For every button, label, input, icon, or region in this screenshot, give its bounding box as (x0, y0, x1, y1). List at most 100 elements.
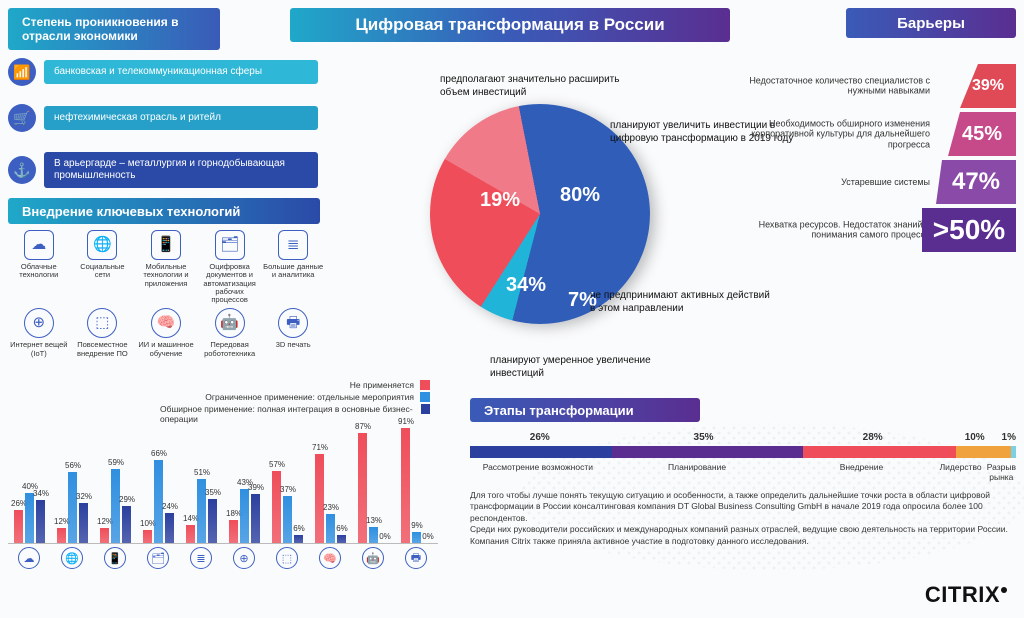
penetration-row: 🛒 нефтехимическая отрасль и ритейл (8, 104, 318, 132)
pie-callout: не предпринимают активных действий в это… (590, 290, 770, 315)
legend-label: Не применяется (350, 380, 414, 390)
stage-segment (803, 446, 956, 458)
tech-item: 🗂Оцифровка документов и автоматизация ра… (199, 230, 261, 304)
stage-value: 28% (798, 432, 948, 443)
stage-label: Внедрение (788, 462, 934, 482)
penetration-label: В арьергарде – металлургия и горнодобыва… (44, 152, 318, 188)
tech-item: ⊕Интернет вещей (IoT) (8, 308, 70, 358)
bar-value: 51% (194, 468, 210, 477)
barrier-label: Недостаточное количество специалистов с … (746, 76, 930, 97)
bar (229, 520, 238, 543)
stage-segment (612, 446, 803, 458)
penetration-row: 📶 банковская и телекоммуникационная сфер… (8, 58, 318, 86)
bar (358, 433, 367, 543)
stage-value: 1% (1002, 432, 1016, 443)
bar (401, 428, 410, 543)
tech-icon: 🧠 (151, 308, 181, 338)
tech-item: 🌐Социальные сети (72, 230, 134, 304)
bar (272, 471, 281, 543)
stage-label: Планирование (606, 462, 789, 482)
penetration-label: нефтехимическая отрасль и ритейл (44, 106, 318, 130)
tech-header: Внедрение ключевых технологий (8, 198, 320, 224)
bar-value: 57% (269, 460, 285, 469)
barrier-value: 45% (948, 112, 1016, 156)
footnote: Для того чтобы лучше понять текущую ситу… (470, 490, 1014, 547)
tech-label: Мобильные технологии и приложения (135, 263, 197, 288)
tech-icon: 🌐 (87, 230, 117, 260)
tech-icon: ⬚ (87, 308, 117, 338)
pie-slice-label: 34% (506, 274, 546, 297)
barrier-row: Недостаточное количество специалистов с … (746, 64, 1016, 108)
bar (68, 472, 77, 543)
barrier-label: Необходимость обширного изменения корпор… (746, 118, 930, 149)
tech-icon: 🤖 (215, 308, 245, 338)
tech-icon-grid: ☁Облачные технологии🌐Социальные сети📱Моб… (8, 230, 324, 358)
pie-slice-label: 80% (560, 184, 600, 207)
tech-icon: ⊕ (24, 308, 54, 338)
bar-value: 87% (355, 422, 371, 431)
barriers-header: Барьеры (846, 8, 1016, 38)
bar-value: 56% (65, 461, 81, 470)
tech-icon: 🖶 (278, 308, 308, 338)
stage-segment (470, 446, 612, 458)
pie-callout: планируют умеренное увеличение инвестици… (490, 355, 690, 380)
tech-label: Повсеместное внедрение ПО (72, 341, 134, 358)
tech-item: ≣ Большие данные и аналитика (262, 230, 324, 304)
legend-swatch (420, 392, 430, 402)
bar-value: 34% (33, 489, 49, 498)
bar-x-icon: ⬚ (276, 547, 298, 569)
bar-x-icon: ☁ (18, 547, 40, 569)
bar-value: 23% (323, 503, 339, 512)
tech-item: 📱Мобильные технологии и приложения (135, 230, 197, 304)
bar (36, 500, 45, 543)
barriers-list: Недостаточное количество специалистов с … (746, 64, 1016, 256)
bar (186, 525, 195, 543)
bar-x-icon: ≣ (190, 547, 212, 569)
tech-label: Передовая робототехника (199, 341, 261, 358)
bar-x-icon: 🌐 (61, 547, 83, 569)
pie-slice-label: 19% (480, 189, 520, 212)
bar-value: 6% (336, 524, 348, 533)
bar (294, 535, 303, 543)
bar (326, 514, 335, 543)
bar (79, 503, 88, 543)
main-title: Цифровая трансформация в России (290, 8, 730, 42)
bar-value: 6% (293, 524, 305, 533)
bar-value: 13% (366, 516, 382, 525)
tech-icon: ☁ (24, 230, 54, 260)
bar-x-icon: 🗂 (147, 547, 169, 569)
barrier-value: 47% (936, 160, 1016, 204)
tech-label: 3D печать (262, 341, 324, 349)
tech-icon: 🗂 (215, 230, 245, 260)
bar (337, 535, 346, 543)
bar (25, 493, 34, 543)
penetration-row: ⚓ В арьергарде – металлургия и горнодобы… (8, 152, 318, 188)
citrix-logo: CITRIX (925, 582, 1008, 608)
bar (122, 506, 131, 543)
bar-x-icon: 🧠 (319, 547, 341, 569)
tech-icon: ≣ (278, 230, 308, 260)
bar (240, 489, 249, 543)
bar (100, 528, 109, 543)
penetration-icon: ⚓ (8, 156, 36, 184)
bar-value: 9% (411, 521, 423, 530)
stage-label: Лидерство (935, 462, 987, 482)
barrier-row: Необходимость обширного изменения корпор… (746, 112, 1016, 156)
bar (369, 527, 378, 543)
tech-item: 🧠ИИ и машинное обучение (135, 308, 197, 358)
stages-bar: 26%35%28%10%1% Рассмотрение возможностиП… (470, 432, 1016, 482)
bar (165, 513, 174, 543)
bar-x-icon: 🖶 (405, 547, 427, 569)
bar-value: 37% (280, 485, 296, 494)
stages-header: Этапы трансформации (470, 398, 700, 422)
bar-value: 32% (76, 492, 92, 501)
tech-label: Большие данные и аналитика (262, 263, 324, 280)
adoption-bar-chart: 26%40%34%☁12%56%32%🌐12%59%29%📱10%66%24%🗂… (8, 418, 438, 570)
stage-value: 26% (470, 432, 610, 443)
bar (251, 494, 260, 543)
bar (57, 528, 66, 543)
barrier-value: >50% (922, 208, 1016, 252)
bar-x-icon: ⊕ (233, 547, 255, 569)
legend-swatch (420, 380, 430, 390)
barrier-label: Нехватка ресурсов. Недостаток знаний и п… (746, 220, 930, 241)
